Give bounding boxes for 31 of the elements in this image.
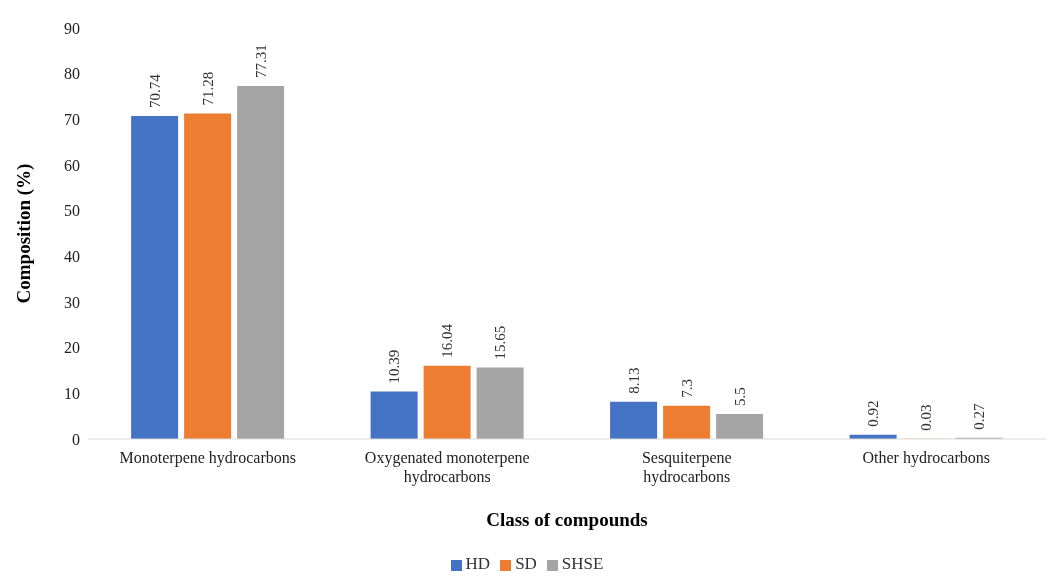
data-label: 71.28 bbox=[199, 71, 216, 106]
y-tick-label: 10 bbox=[64, 385, 80, 403]
data-label: 8.13 bbox=[625, 367, 642, 394]
data-label: 0.03 bbox=[918, 404, 935, 431]
legend-label: SHSE bbox=[561, 554, 604, 573]
legend-label: HD bbox=[465, 554, 491, 573]
y-tick-label: 60 bbox=[64, 156, 80, 174]
y-tick-label: 70 bbox=[64, 111, 80, 129]
x-tick-label: Monoterpene hydrocarbons bbox=[119, 449, 296, 467]
data-label: 0.27 bbox=[971, 403, 988, 430]
y-tick-label: 80 bbox=[64, 65, 80, 83]
data-label: 7.3 bbox=[678, 378, 695, 398]
y-tick-label: 30 bbox=[64, 293, 80, 311]
x-tick-label: Sesquiterpene hydrocarbons bbox=[641, 449, 732, 486]
x-tick-label: Oxygenated monoterpene hydrocarbons bbox=[364, 449, 530, 486]
y-tick-label: 50 bbox=[64, 202, 80, 220]
y-tick-label: 20 bbox=[64, 339, 80, 357]
legend-label: SD bbox=[515, 554, 537, 573]
y-tick-label: 40 bbox=[64, 248, 80, 266]
data-label: 16.04 bbox=[439, 323, 456, 358]
x-tick-label: Other hydrocarbons bbox=[862, 449, 991, 467]
data-label: 77.31 bbox=[252, 44, 269, 78]
y-axis-title: Composition (%) bbox=[12, 163, 35, 304]
data-label: 5.5 bbox=[731, 387, 748, 406]
data-label: 70.74 bbox=[146, 73, 163, 108]
data-label: 15.65 bbox=[492, 325, 509, 360]
y-tick-label: 0 bbox=[72, 430, 80, 448]
x-axis-title: Class of compounds bbox=[486, 509, 648, 530]
y-tick-label: 90 bbox=[64, 19, 80, 37]
data-label: 0.92 bbox=[865, 400, 882, 427]
data-label: 10.39 bbox=[386, 349, 403, 384]
